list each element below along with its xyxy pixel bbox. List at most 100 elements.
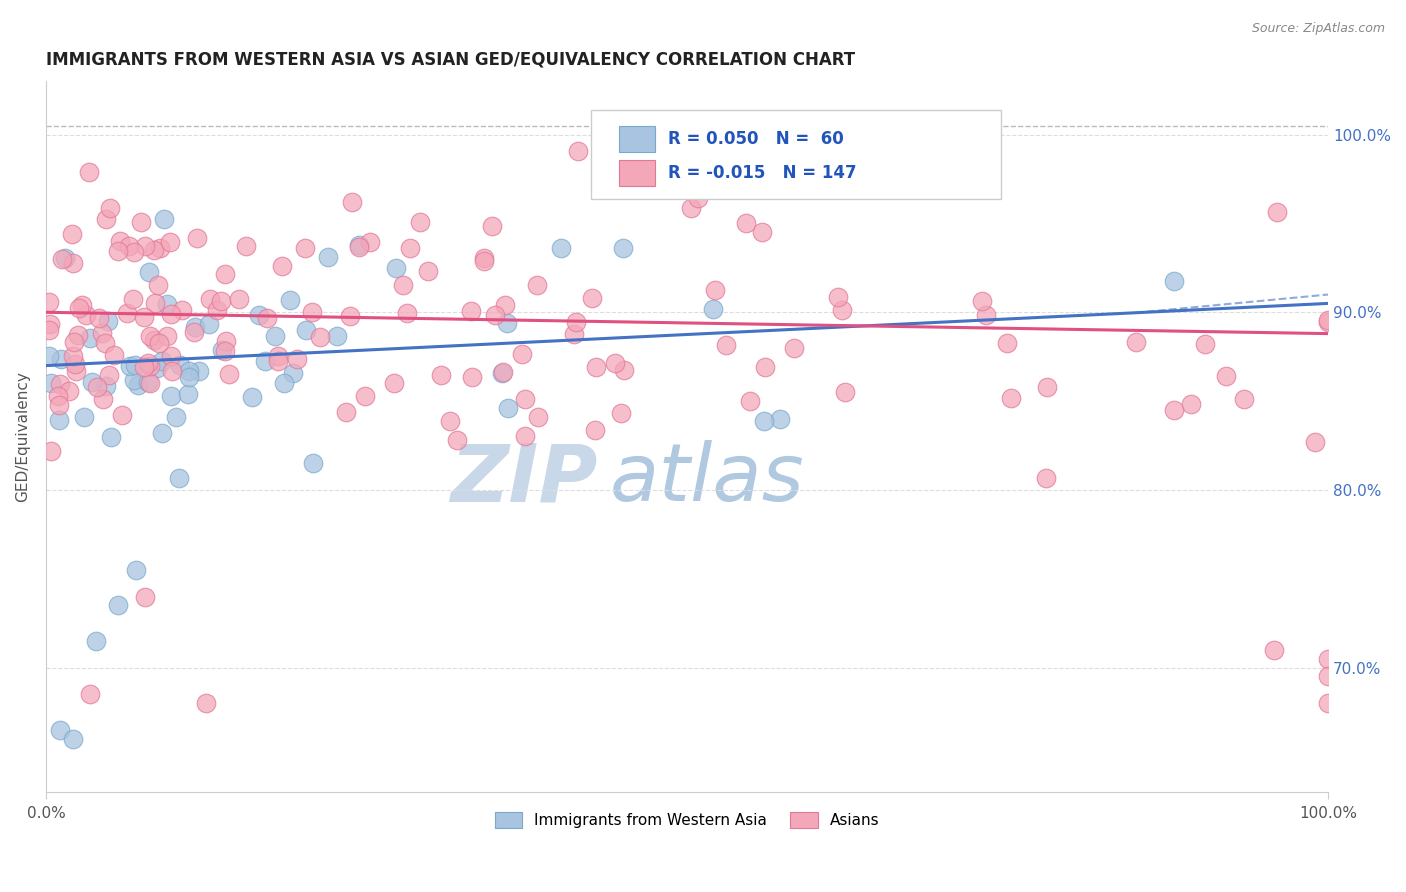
Point: [38, 349, 60, 363]
Point: [124, 358, 146, 372]
Point: [496, 401, 519, 416]
Point: [160, 349, 183, 363]
Point: [149, 241, 172, 255]
Point: [153, 212, 176, 227]
Point: [150, 426, 173, 441]
Point: [1317, 669, 1340, 683]
Point: [139, 359, 162, 373]
Point: [51, 252, 73, 267]
Point: [38, 295, 60, 310]
Point: [121, 292, 143, 306]
Point: [995, 336, 1018, 351]
Point: [177, 387, 200, 401]
Point: [214, 267, 236, 281]
Text: IMMIGRANTS FROM WESTERN ASIA VS ASIAN GED/EQUIVALENCY CORRELATION CHART: IMMIGRANTS FROM WESTERN ASIA VS ASIAN GE…: [46, 51, 855, 69]
Point: [177, 369, 200, 384]
Point: [156, 297, 179, 311]
Point: [474, 254, 496, 268]
Point: [67, 301, 90, 316]
Point: [63, 357, 86, 371]
Point: [86, 380, 108, 394]
Point: [150, 353, 173, 368]
Point: [39, 376, 62, 390]
Point: [340, 195, 363, 210]
Point: [91, 326, 114, 340]
Point: [273, 376, 295, 390]
Point: [1036, 380, 1059, 394]
Point: [205, 302, 228, 317]
Point: [769, 412, 792, 426]
Text: R = 0.050   N =  60: R = 0.050 N = 60: [668, 130, 844, 148]
Point: [609, 406, 631, 420]
Point: [585, 359, 607, 374]
Point: [613, 363, 636, 377]
Point: [339, 309, 361, 323]
Point: [66, 328, 89, 343]
Point: [583, 423, 606, 437]
Point: [127, 378, 149, 392]
Point: [48, 413, 70, 427]
Point: [834, 384, 856, 399]
Point: [270, 259, 292, 273]
Point: [974, 308, 997, 322]
Point: [132, 310, 155, 324]
Point: [79, 687, 101, 701]
Point: [740, 393, 762, 408]
Point: [714, 338, 737, 352]
Point: [751, 225, 773, 239]
Point: [62, 256, 84, 270]
Point: [58, 384, 80, 398]
Point: [73, 410, 96, 425]
Point: [62, 349, 84, 363]
Point: [118, 359, 141, 374]
Point: [1163, 402, 1185, 417]
Point: [218, 368, 240, 382]
Point: [159, 307, 181, 321]
Point: [82, 375, 104, 389]
Point: [111, 409, 134, 423]
Point: [136, 356, 159, 370]
Point: [200, 292, 222, 306]
Point: [1194, 337, 1216, 351]
Point: [316, 250, 339, 264]
Point: [513, 392, 536, 407]
Point: [53, 251, 76, 265]
Point: [70, 298, 93, 312]
Point: [481, 219, 503, 234]
Point: [446, 434, 468, 448]
Point: [567, 144, 589, 158]
Point: [735, 216, 758, 230]
Point: [347, 240, 370, 254]
Point: [253, 354, 276, 368]
Bar: [619, 160, 655, 186]
Point: [91, 392, 114, 407]
Point: [702, 301, 724, 316]
Point: [194, 696, 217, 710]
Point: [139, 376, 162, 391]
Point: [461, 370, 484, 384]
Point: [827, 290, 849, 304]
Point: [48, 377, 70, 392]
Point: [496, 316, 519, 330]
Point: [107, 599, 129, 613]
Point: [117, 306, 139, 320]
Point: [1317, 696, 1340, 710]
Text: atlas: atlas: [610, 441, 804, 518]
Point: [60, 227, 83, 241]
Point: [1317, 315, 1340, 329]
Point: [399, 241, 422, 255]
Point: [96, 212, 118, 227]
Point: [160, 364, 183, 378]
Point: [169, 358, 191, 372]
Point: [62, 731, 84, 746]
Point: [48, 398, 70, 412]
Point: [132, 359, 155, 374]
Text: Source: ZipAtlas.com: Source: ZipAtlas.com: [1251, 22, 1385, 36]
Point: [783, 341, 806, 355]
Point: [326, 328, 349, 343]
Point: [94, 378, 117, 392]
Point: [87, 310, 110, 325]
Point: [235, 239, 257, 253]
Point: [148, 335, 170, 350]
Point: [754, 359, 776, 374]
